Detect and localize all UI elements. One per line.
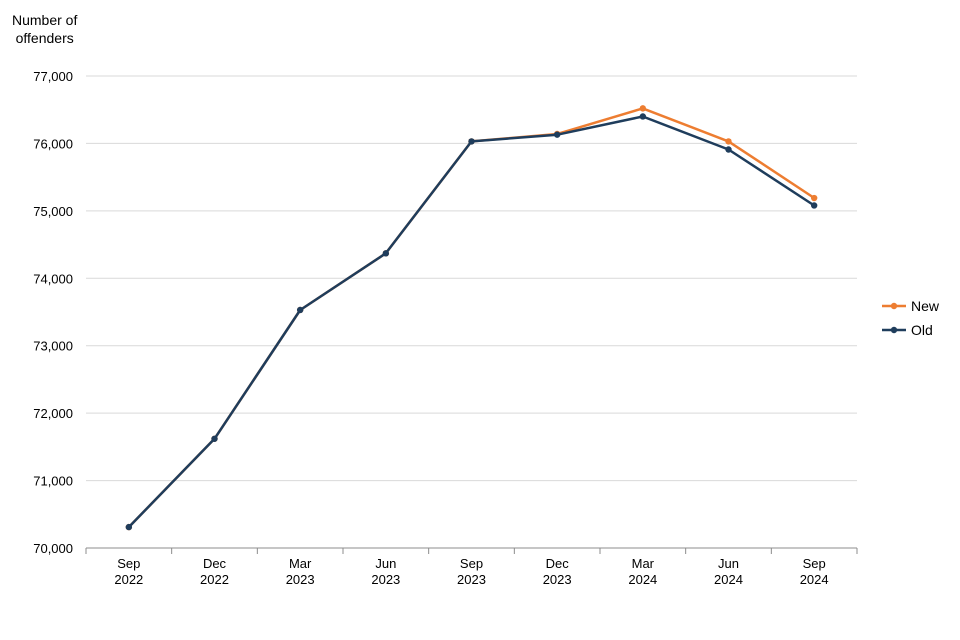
series-lines [125, 105, 818, 531]
data-point-old [639, 113, 647, 120]
x-tick-label: Sep 2023 [457, 556, 486, 587]
x-tick-label: Mar 2023 [286, 556, 315, 587]
x-tick-label: Dec 2022 [200, 556, 229, 587]
x-tick-label: Dec 2023 [543, 556, 572, 587]
x-axis: Sep 2022 Dec 2022 Mar 2023 Jun 2023 Sep 2023 Dec 20… [85, 547, 858, 587]
y-tick-labels: 70,000 71,000 72,000 73,000 74,000 75,000 76,0… [33, 69, 73, 556]
data-point-old [296, 306, 304, 314]
x-tick-label: Sep 2024 [800, 556, 829, 587]
data-point-old [553, 131, 561, 138]
x-tick-label: Jun 2023 [371, 556, 400, 587]
x-tick-label: Sep 2022 [114, 556, 143, 587]
data-point-old [382, 250, 390, 257]
y-tick-label: 76,000 [33, 136, 73, 151]
legend-marker-new [890, 302, 898, 310]
data-point-new [639, 105, 647, 112]
data-point-old [125, 523, 133, 531]
y-tick-label: 73,000 [33, 339, 73, 354]
y-tick-label: 71,000 [33, 474, 73, 489]
series-line-old [127, 115, 815, 528]
data-point-new [725, 138, 732, 145]
data-point-new [810, 194, 818, 202]
y-tick-label: 75,000 [33, 204, 73, 219]
legend-label-old: Old [911, 322, 933, 338]
data-point-old [725, 146, 732, 153]
legend-label-new: New [911, 298, 940, 314]
x-tick-label: Mar 2024 [628, 556, 657, 587]
y-tick-label: 77,000 [33, 69, 73, 84]
y-tick-label: 70,000 [33, 541, 73, 556]
gridlines [86, 75, 857, 482]
legend-marker-old [890, 326, 898, 334]
data-point-old [468, 138, 475, 145]
legend: New Old [882, 298, 940, 338]
y-axis-title: Number of offenders [12, 12, 78, 46]
y-tick-label: 72,000 [33, 406, 73, 421]
series-line-new [127, 107, 815, 528]
data-point-old [211, 435, 218, 442]
data-point-old [810, 202, 818, 209]
y-tick-label: 74,000 [33, 271, 73, 286]
x-tick-label: Jun 2024 [714, 556, 743, 587]
